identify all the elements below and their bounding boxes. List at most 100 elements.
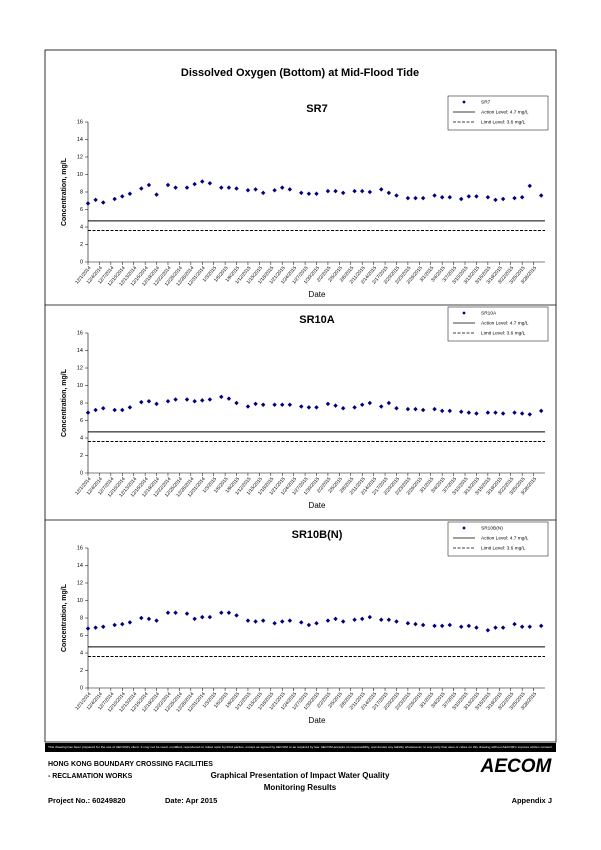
data-point: [405, 195, 411, 201]
data-point: [146, 616, 152, 622]
data-point: [466, 194, 472, 199]
data-point: [306, 622, 312, 628]
data-point: [340, 190, 346, 196]
data-point: [447, 622, 452, 628]
data-point: [527, 624, 532, 629]
data-point: [200, 179, 205, 184]
data-point: [519, 195, 525, 200]
y-tick-label: 4: [80, 650, 83, 656]
report-title: Graphical Presentation of Impact Water Q…: [211, 771, 390, 780]
y-tick-label: 12: [77, 365, 83, 371]
y-axis-label: Concentration, mg/L: [61, 368, 68, 437]
data-point: [367, 400, 373, 406]
data-point: [527, 412, 532, 417]
data-point: [234, 186, 239, 191]
data-point: [165, 399, 171, 404]
data-point: [512, 195, 517, 201]
legend-marker: [462, 526, 466, 530]
data-point: [474, 411, 479, 416]
data-point: [127, 620, 133, 625]
data-point: [127, 405, 133, 410]
data-point: [379, 187, 384, 192]
data-point: [432, 193, 437, 198]
data-point: [413, 406, 418, 412]
y-tick-label: 10: [77, 598, 83, 604]
data-point: [538, 408, 544, 414]
data-point: [85, 626, 91, 631]
data-point: [386, 400, 392, 406]
data-point: [207, 614, 213, 620]
data-point: [466, 410, 472, 415]
data-point: [493, 625, 498, 630]
data-point: [184, 185, 190, 190]
y-tick-label: 16: [77, 330, 83, 336]
legend-label: SR7: [481, 99, 491, 105]
appendix: Appendix J: [512, 796, 552, 805]
y-tick-label: 16: [77, 119, 83, 125]
y-tick-label: 10: [77, 383, 83, 389]
data-point: [474, 625, 479, 630]
y-tick-label: 2: [80, 242, 83, 248]
data-point: [538, 193, 544, 198]
y-tick-label: 12: [77, 580, 83, 586]
data-point: [485, 195, 491, 200]
data-point: [139, 615, 144, 621]
data-point: [93, 407, 98, 413]
date: Date: Apr 2015: [165, 796, 217, 805]
y-tick-label: 6: [80, 633, 83, 639]
data-point: [367, 614, 373, 620]
data-point: [272, 402, 277, 407]
data-point: [493, 410, 498, 415]
data-point: [367, 189, 373, 195]
data-point: [314, 405, 319, 410]
data-point: [360, 188, 365, 194]
data-point: [459, 409, 464, 414]
data-point: [245, 618, 251, 623]
data-point: [253, 401, 258, 407]
legend-label: Limit Level: 3.6 mg/L: [481, 545, 526, 551]
legend-label: Action Level: 4.7 mg/L: [481, 320, 529, 326]
y-tick-label: 2: [80, 668, 83, 674]
data-point: [260, 402, 266, 407]
data-point: [245, 404, 251, 409]
y-axis-label: Concentration, mg/L: [61, 157, 68, 226]
data-point: [394, 193, 399, 198]
data-point: [93, 625, 98, 630]
data-point: [219, 610, 224, 615]
chart-title: SR10B(N): [292, 529, 343, 541]
y-tick-label: 0: [80, 259, 83, 265]
legend-marker: [462, 100, 466, 104]
data-point: [306, 405, 312, 410]
data-point: [253, 187, 258, 192]
data-point: [379, 404, 384, 409]
data-point: [512, 410, 517, 415]
data-point: [184, 611, 190, 616]
legend-label: Limit Level: 3.6 mg/L: [481, 119, 526, 125]
data-point: [112, 196, 117, 202]
y-tick-label: 0: [80, 470, 83, 476]
logo: AECOM: [480, 756, 553, 777]
data-point: [234, 613, 239, 618]
data-point: [226, 396, 232, 401]
data-point: [112, 622, 117, 628]
data-point: [447, 195, 452, 200]
data-point: [325, 618, 331, 623]
data-point: [146, 399, 152, 404]
data-point: [219, 394, 224, 400]
data-point: [485, 628, 491, 633]
y-tick-label: 6: [80, 418, 83, 424]
data-point: [314, 621, 319, 626]
data-point: [360, 616, 365, 622]
y-tick-label: 14: [77, 348, 83, 354]
data-point: [139, 399, 144, 405]
data-point: [260, 618, 266, 623]
data-point: [101, 200, 106, 205]
data-point: [146, 182, 152, 188]
data-point: [420, 407, 426, 413]
y-tick-label: 12: [77, 154, 83, 160]
data-point: [173, 397, 178, 402]
data-point: [280, 402, 285, 407]
data-point: [439, 195, 445, 200]
